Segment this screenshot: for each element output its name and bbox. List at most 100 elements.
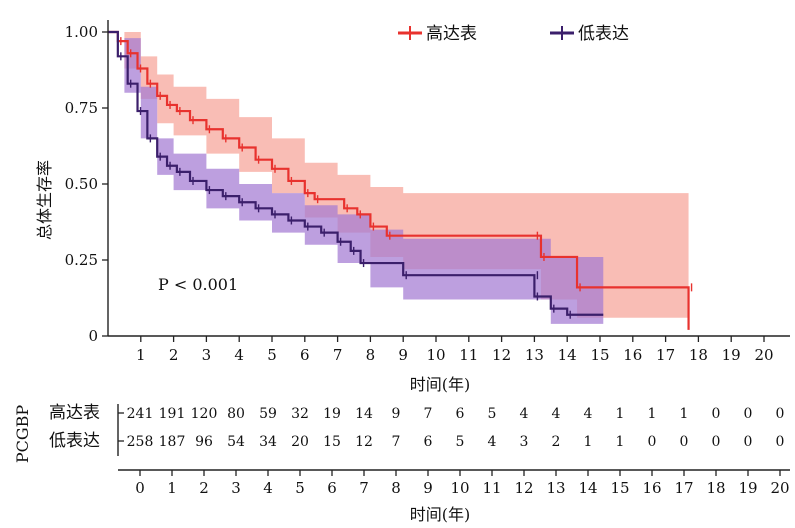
- risk-count: 2: [552, 434, 561, 450]
- risk-count: 0: [648, 434, 657, 450]
- risk-x-tick-label: 2: [199, 479, 209, 497]
- y-axis-label: 总体生存率: [35, 160, 54, 240]
- x-tick-label: 18: [689, 346, 708, 364]
- x-tick-label: 9: [398, 346, 408, 364]
- risk-count: 1: [680, 406, 689, 422]
- risk-count: 0: [680, 434, 689, 450]
- risk-count: 4: [584, 406, 593, 422]
- axes: [107, 20, 790, 471]
- risk-count: 1: [616, 434, 625, 450]
- risk-x-tick-label: 15: [610, 479, 629, 497]
- risk-count: 120: [191, 406, 218, 422]
- risk-x-tick-label: 10: [450, 479, 469, 497]
- legend: 高达表 低表达: [398, 24, 629, 44]
- survival-curve-series-1: [108, 30, 604, 316]
- x-tick-label: 1: [136, 346, 146, 364]
- risk-count: 0: [744, 406, 753, 422]
- risk-count: 3: [520, 434, 529, 450]
- risk-x-tick-label: 11: [482, 479, 501, 497]
- risk-x-tick-label: 13: [546, 479, 565, 497]
- legend-label: 高达表: [426, 24, 477, 44]
- risk-count: 5: [488, 406, 497, 422]
- risk-count: 241: [127, 406, 154, 422]
- p-value-annotation: P < 0.001: [158, 275, 238, 294]
- x-tick-label: 13: [525, 346, 544, 364]
- risk-count: 14: [355, 406, 373, 422]
- risk-count: 20: [291, 434, 309, 450]
- risk-x-tick-label: 1: [167, 479, 177, 497]
- x-tick-label: 17: [656, 346, 675, 364]
- y-tick-label: 0.50: [65, 175, 98, 193]
- risk-count: 96: [195, 434, 213, 450]
- x-tick-label: 4: [234, 346, 244, 364]
- y-tick-label: 1.00: [65, 23, 98, 41]
- risk-x-tick-label: 12: [514, 479, 533, 497]
- risk-count: 7: [392, 434, 401, 450]
- risk-count: 1: [584, 434, 593, 450]
- risk-row-label: 高达表: [49, 403, 100, 423]
- risk-count: 19: [323, 406, 341, 422]
- x-tick-label: 12: [492, 346, 511, 364]
- confidence-bands: [108, 32, 689, 324]
- y-tick-label: 0: [88, 327, 98, 345]
- risk-table-title: PCGBP: [13, 405, 32, 464]
- risk-x-tick-label: 16: [642, 479, 661, 497]
- risk-count: 0: [712, 406, 721, 422]
- risk-count: 9: [392, 406, 401, 422]
- risk-count: 1: [616, 406, 625, 422]
- risk-x-tick-label: 4: [263, 479, 273, 497]
- x-tick-label: 14: [558, 346, 577, 364]
- risk-count: 0: [776, 406, 785, 422]
- x-ticks: 1 2 3 4 5 6 7 8 9 10 11 12 13 14 15 16 17 18 19 20: [136, 336, 774, 364]
- y-tick-label: 0.75: [65, 99, 98, 117]
- risk-row-label: 低表达: [49, 431, 100, 451]
- risk-count: 4: [552, 406, 561, 422]
- x-tick-label: 5: [267, 346, 277, 364]
- risk-count: 6: [456, 406, 465, 422]
- risk-count: 80: [227, 406, 245, 422]
- risk-count: 34: [259, 434, 277, 450]
- risk-count: 4: [520, 406, 529, 422]
- x-tick-label: 10: [426, 346, 445, 364]
- legend-label: 低表达: [578, 24, 629, 44]
- risk-count: 59: [259, 406, 277, 422]
- risk-count: 187: [159, 434, 186, 450]
- risk-count: 1: [648, 406, 657, 422]
- x-tick-label: 11: [459, 346, 478, 364]
- risk-count: 4: [488, 434, 497, 450]
- risk-x-tick-label: 18: [706, 479, 725, 497]
- risk-x-tick-label: 14: [578, 479, 597, 497]
- x-axis-label: 时间(年): [410, 375, 471, 394]
- x-tick-label: 6: [300, 346, 310, 364]
- x-tick-label: 7: [333, 346, 343, 364]
- x-tick-label: 16: [623, 346, 642, 364]
- x-tick-label: 2: [169, 346, 179, 364]
- risk-x-tick-label: 20: [770, 479, 789, 497]
- risk-x-tick-label: 3: [231, 479, 241, 497]
- risk-table-x-label: 时间(年): [410, 505, 471, 524]
- x-tick-label: 20: [754, 346, 773, 364]
- risk-x-tick-label: 9: [423, 479, 433, 497]
- confidence-band-series-1: [108, 32, 604, 324]
- risk-count: 15: [323, 434, 341, 450]
- risk-count: 7: [424, 406, 433, 422]
- x-tick-label: 8: [366, 346, 376, 364]
- risk-x-tick-label: 8: [391, 479, 401, 497]
- risk-count: 258: [127, 434, 154, 450]
- risk-x-tick-label: 5: [295, 479, 305, 497]
- x-tick-label: 3: [202, 346, 212, 364]
- risk-count: 6: [424, 434, 433, 450]
- y-ticks: 0 0.25 0.50 0.75 1.00: [65, 23, 108, 345]
- risk-count: 0: [744, 434, 753, 450]
- risk-x-tick-label: 6: [327, 479, 337, 497]
- y-tick-label: 0.25: [65, 251, 98, 269]
- survival-curves: [108, 30, 693, 330]
- risk-x-tick-label: 7: [359, 479, 369, 497]
- risk-x-tick-label: 17: [674, 479, 693, 497]
- risk-count: 32: [291, 406, 309, 422]
- risk-count: 54: [227, 434, 245, 450]
- survival-curve-series-0: [108, 30, 690, 330]
- x-tick-label: 15: [590, 346, 609, 364]
